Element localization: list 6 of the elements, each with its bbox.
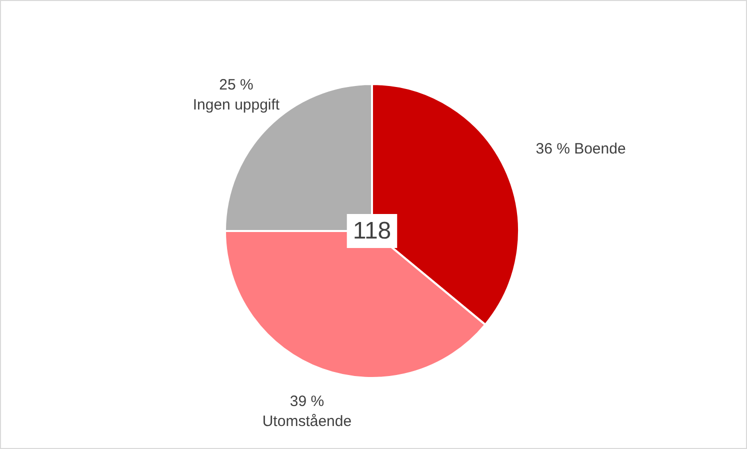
data-label: 39 % (290, 392, 324, 410)
slice-label: Ingen uppgift (192, 96, 280, 114)
text: 118 (352, 218, 392, 245)
slice-label: 36 % Boende (536, 140, 626, 158)
data-label: 25 % (219, 76, 254, 94)
slice-label: Utomstående (262, 412, 352, 430)
